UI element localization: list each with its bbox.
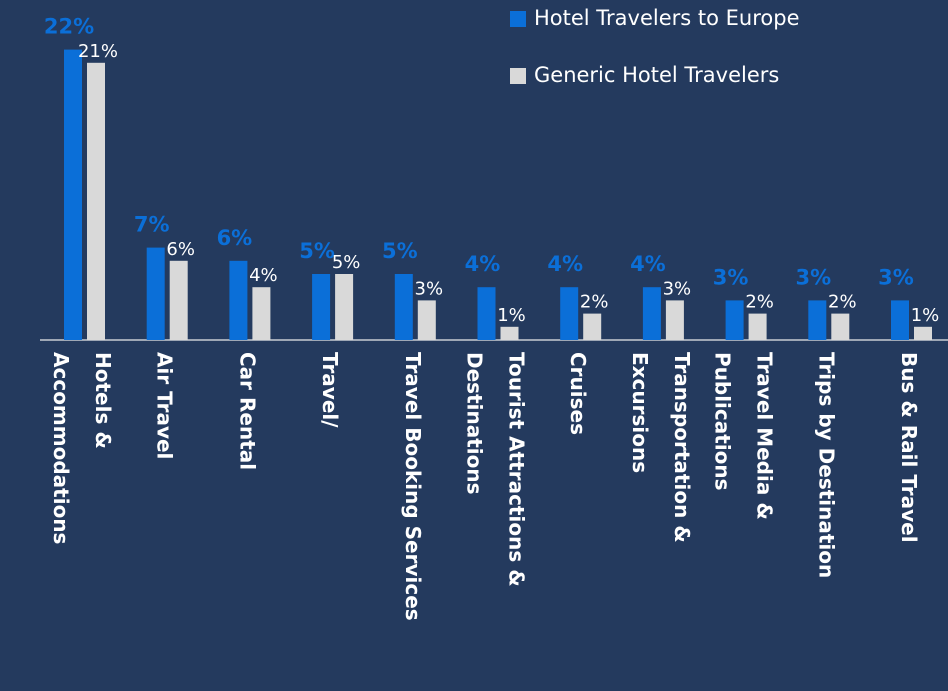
x-tick-label: Travel Booking Services: [401, 352, 425, 621]
value-label: 2%: [828, 292, 857, 313]
bar: [229, 260, 248, 340]
bar: [748, 313, 767, 340]
x-tick-label: Air Travel: [153, 352, 177, 459]
x-tick-label: Excursions: [628, 352, 652, 473]
x-tick-label: Car Rental: [235, 352, 259, 470]
value-label: 1%: [911, 305, 940, 326]
legend-swatch: [510, 68, 526, 84]
bar: [252, 287, 271, 340]
bar: [725, 300, 744, 340]
value-label: 2%: [580, 292, 609, 313]
bar: [64, 49, 82, 340]
bar: [560, 287, 579, 340]
x-tick-label: Accommodations: [49, 352, 73, 544]
legend-label: Hotel Travelers to Europe: [534, 6, 800, 30]
bar: [146, 247, 165, 340]
bar: [808, 300, 827, 340]
value-label: 3%: [713, 265, 749, 289]
bar: [87, 62, 105, 341]
x-tick-label: Travel Media &: [753, 352, 777, 520]
x-tick-label: Transportation &: [670, 352, 694, 543]
value-label: 4%: [465, 252, 501, 276]
value-label: 1%: [497, 305, 526, 326]
x-tick-label: Destinations: [463, 352, 487, 495]
value-label: 4%: [249, 265, 278, 286]
bar: [394, 274, 413, 340]
bar: [169, 260, 188, 340]
value-label: 6%: [217, 226, 253, 250]
x-tick-label: Bus & Rail Travel: [897, 352, 921, 543]
value-label: 5%: [332, 252, 361, 273]
legend-label: Generic Hotel Travelers: [534, 63, 779, 87]
bar: [831, 313, 850, 340]
value-label: 3%: [415, 278, 444, 299]
value-label: 3%: [663, 278, 692, 299]
value-label: 22%: [44, 15, 94, 39]
bar: [312, 274, 331, 340]
x-tick-label: Travel/: [318, 352, 342, 428]
value-label: 7%: [134, 213, 170, 237]
value-label: 3%: [878, 265, 914, 289]
value-label: 3%: [795, 265, 831, 289]
value-label: 5%: [382, 239, 418, 263]
value-label: 21%: [78, 41, 118, 62]
x-tick-label: Publications: [711, 352, 735, 491]
legend-swatch: [510, 11, 526, 27]
bar: [335, 274, 354, 340]
x-tick-label: Trips by Destination: [814, 352, 838, 578]
x-tick-label: Cruises: [566, 352, 590, 435]
bar: [583, 313, 602, 340]
bar: [500, 326, 519, 340]
value-label: 2%: [745, 292, 774, 313]
x-tick-label: Hotels &: [91, 352, 115, 449]
value-label: 4%: [547, 252, 583, 276]
bar: [642, 287, 661, 340]
value-label: 4%: [630, 252, 666, 276]
x-tick-label: Tourist Attractions &: [505, 352, 529, 587]
value-label: 6%: [166, 239, 195, 260]
bar: [665, 300, 684, 340]
bar: [477, 287, 496, 340]
value-label: 5%: [299, 239, 335, 263]
bar: [891, 300, 909, 340]
bar: [914, 326, 932, 340]
bar: [417, 300, 436, 340]
